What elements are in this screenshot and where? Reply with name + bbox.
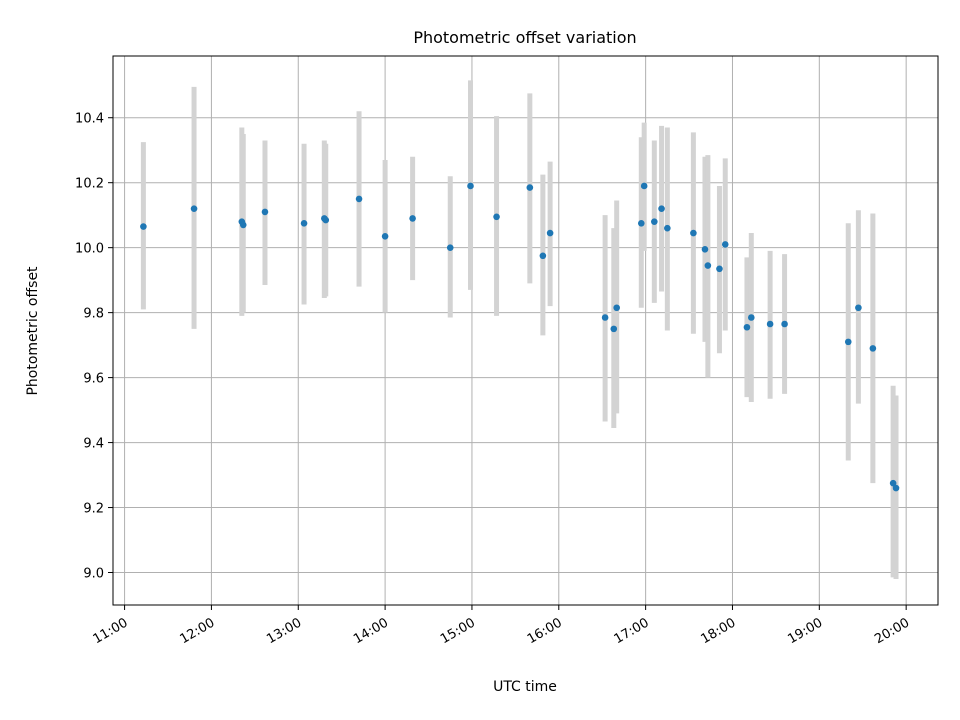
- data-point: [610, 325, 618, 333]
- data-point: [716, 265, 723, 273]
- data-point: [446, 244, 454, 251]
- data-point: [701, 245, 709, 253]
- data-point: [844, 338, 852, 346]
- grid: [113, 56, 938, 605]
- data-point: [239, 221, 247, 229]
- y-tick-label: 9.2: [83, 502, 104, 517]
- y-tick-label: 9.4: [83, 437, 104, 452]
- data-point: [539, 252, 547, 260]
- y-tick-label: 9.6: [83, 372, 104, 387]
- y-tick-label: 10.4: [75, 112, 104, 127]
- data-point: [747, 314, 755, 321]
- data-point: [140, 223, 147, 230]
- data-point: [613, 304, 620, 312]
- data-point: [467, 182, 474, 190]
- y-tick-label: 10.0: [75, 242, 104, 257]
- data-point: [869, 345, 877, 352]
- data-point: [889, 479, 897, 487]
- data-point: [261, 208, 269, 216]
- data-point: [892, 484, 900, 492]
- plot-frame: [112, 55, 939, 606]
- data-point: [409, 215, 416, 222]
- data-point: [743, 323, 751, 331]
- data-point: [300, 219, 308, 227]
- data-points: [140, 182, 900, 492]
- data-point: [190, 205, 198, 212]
- data-point: [658, 205, 665, 212]
- data-point: [721, 241, 729, 248]
- data-point: [766, 320, 774, 328]
- chart-title: Photometric offset variation: [413, 28, 636, 47]
- data-point: [381, 232, 389, 240]
- data-point: [493, 213, 500, 221]
- data-point: [637, 219, 645, 227]
- data-point: [601, 314, 609, 321]
- data-point: [781, 320, 788, 328]
- data-point: [690, 229, 697, 237]
- data-point: [640, 182, 648, 190]
- data-point: [355, 195, 363, 203]
- data-point: [855, 304, 862, 312]
- y-tick-label: 9.0: [83, 567, 104, 582]
- y-axis-label: Photometric offset: [25, 266, 41, 396]
- data-point: [651, 218, 658, 225]
- data-point: [664, 224, 671, 232]
- data-point: [322, 216, 330, 224]
- data-point: [704, 262, 712, 269]
- y-tick-label: 10.2: [75, 177, 104, 192]
- x-axis-label: UTC time: [493, 679, 557, 695]
- y-tick-label: 9.8: [83, 307, 104, 322]
- data-point: [546, 229, 554, 237]
- data-point: [526, 184, 534, 191]
